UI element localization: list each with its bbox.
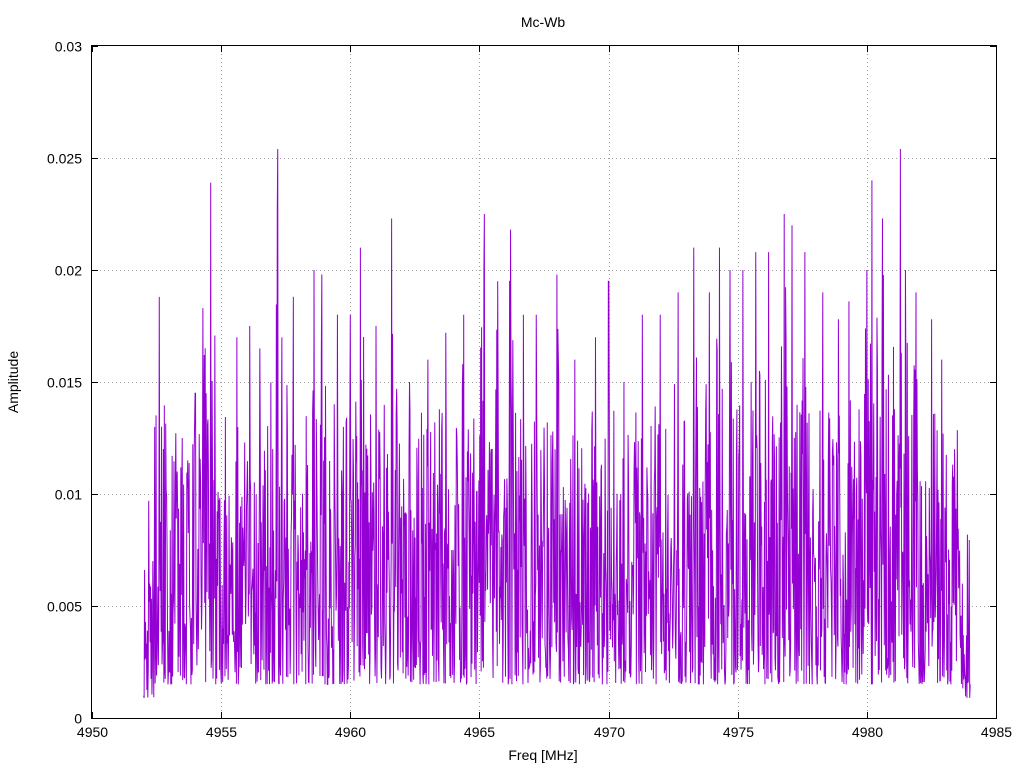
x-tick-label: 4950 <box>77 724 108 740</box>
y-tick-label: 0.01 <box>55 487 82 503</box>
amplitude-series-line <box>143 149 971 698</box>
y-tick-label: 0.02 <box>55 263 82 279</box>
x-tick-label: 4980 <box>852 724 883 740</box>
series-line <box>143 149 971 698</box>
axis-ticks <box>92 46 997 719</box>
y-tick-label: 0.03 <box>55 39 82 55</box>
tick-labels: 4950 4955 4960 4965 4970 4975 4980 4985 0 0.005 0.… <box>47 39 1012 741</box>
x-tick-label: 4965 <box>464 724 495 740</box>
x-tick-label: 4985 <box>981 724 1012 740</box>
plot-frame <box>91 45 997 719</box>
x-tick-label: 4970 <box>594 724 625 740</box>
y-tick-label: 0 <box>74 711 82 727</box>
x-tick-label: 4975 <box>723 724 754 740</box>
x-axis-label: Freq [MHz] <box>508 747 577 763</box>
y-tick-label: 0.015 <box>47 375 82 391</box>
y-tick-label: 0.005 <box>47 599 82 615</box>
x-tick-label: 4955 <box>206 724 237 740</box>
y-axis-label: Amplitude <box>5 351 21 413</box>
x-tick-label: 4960 <box>335 724 366 740</box>
y-tick-label: 0.025 <box>47 151 82 167</box>
chart-title: Mc-Wb <box>521 14 566 30</box>
